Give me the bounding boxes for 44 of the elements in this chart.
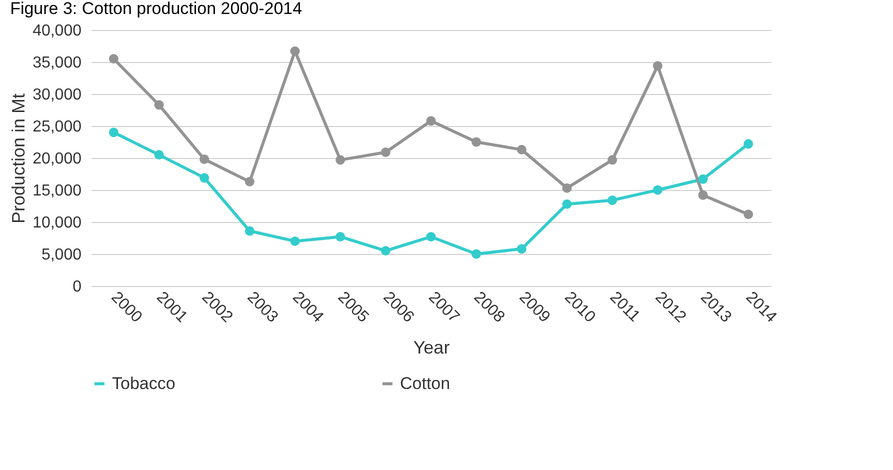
point [426, 232, 436, 242]
point [698, 174, 708, 184]
y-tick-label: 5,000 [41, 246, 82, 264]
point [652, 185, 662, 195]
point [336, 232, 346, 242]
y-tick-label: 25,000 [32, 118, 82, 136]
y-tick-label: 20,000 [32, 150, 82, 168]
point [380, 246, 390, 256]
point [108, 128, 118, 138]
y-tick-label: 15,000 [32, 182, 82, 200]
y-tick-label: 0 [72, 278, 82, 296]
point [426, 116, 436, 126]
legend-label: Tobacco [112, 374, 176, 393]
point [472, 137, 482, 147]
point [200, 154, 210, 164]
point [562, 199, 572, 209]
point [608, 155, 618, 165]
point [652, 61, 662, 71]
legend-label: Cotton [400, 374, 450, 393]
point [108, 54, 118, 64]
point [744, 210, 754, 220]
point [244, 176, 254, 186]
point [562, 183, 572, 193]
point [290, 46, 300, 56]
chart-title: Figure 3: Cotton production 2000-2014 [10, 0, 302, 18]
y-tick-label: 30,000 [32, 86, 82, 104]
point [608, 196, 618, 205]
x-axis-title: Year [413, 337, 450, 358]
point [154, 100, 164, 110]
point [244, 226, 254, 236]
point [516, 244, 526, 254]
y-tick-label: 40,000 [32, 22, 82, 40]
point [698, 190, 708, 200]
point [336, 155, 346, 165]
point [200, 173, 210, 183]
y-tick-label: 35,000 [32, 54, 82, 72]
y-tick-label: 10,000 [32, 214, 82, 232]
point [290, 236, 300, 246]
y-axis-title: Production in Mt [8, 93, 29, 224]
point [472, 249, 482, 259]
point [380, 148, 390, 157]
point [744, 139, 754, 149]
point [516, 144, 526, 154]
point [154, 150, 164, 160]
